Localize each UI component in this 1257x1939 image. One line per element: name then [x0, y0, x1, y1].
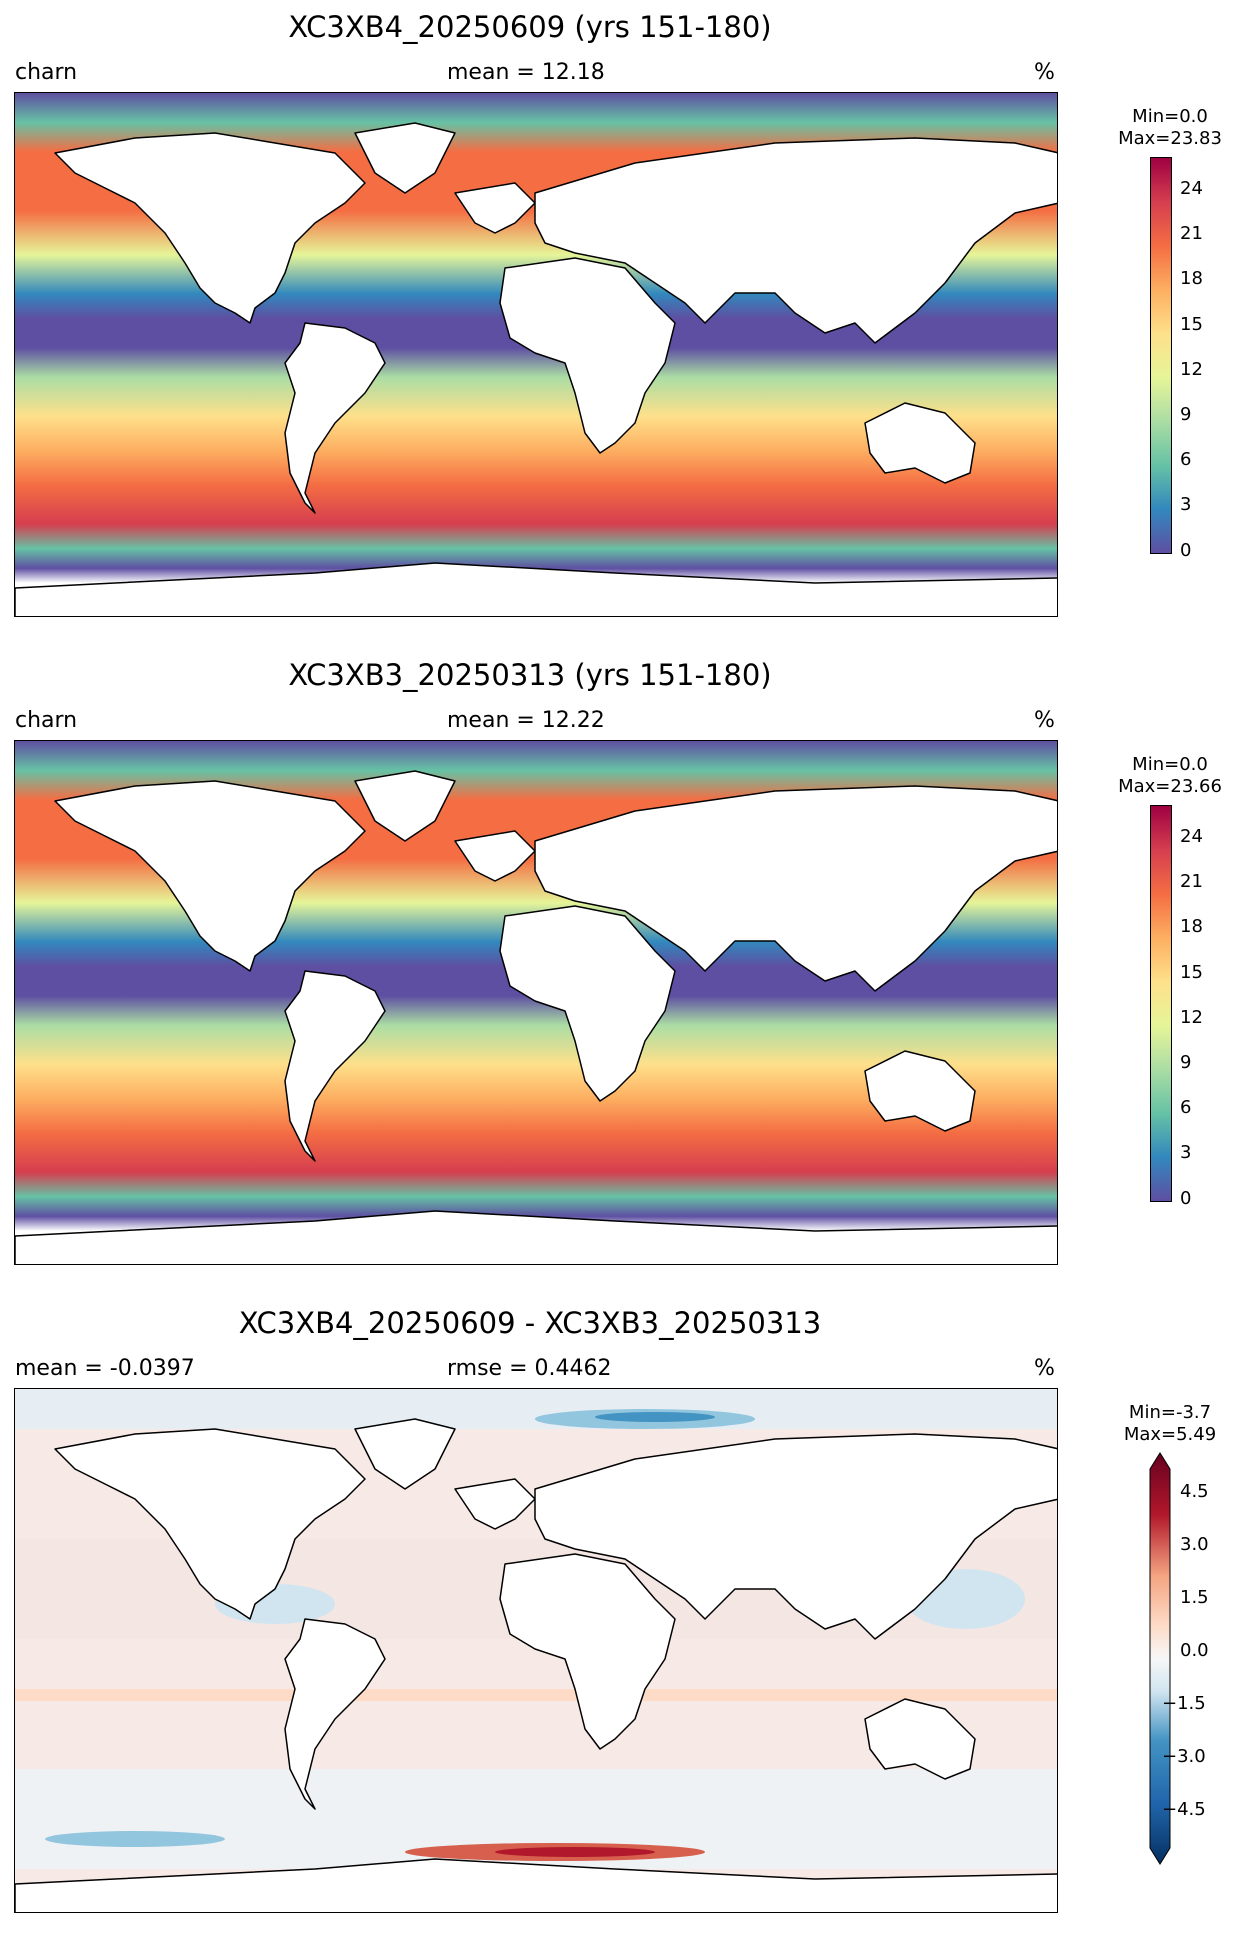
colorbar-min: Min=-3.7	[1128, 1402, 1212, 1423]
colorbar-tick: 3	[1180, 494, 1192, 515]
colorbar-tick: 1.5	[1180, 1587, 1209, 1608]
colorbar-tick: 0.0	[1180, 1640, 1209, 1661]
colorbar-tick: 18	[1180, 916, 1203, 937]
colorbar-diverging	[1149, 1452, 1171, 1865]
unit-label: %	[1034, 60, 1055, 85]
panel-title: XC3XB4_20250609 (yrs 151-180)	[288, 10, 772, 44]
colorbar-min: Min=0.0	[1132, 754, 1208, 775]
colorbar-tick: 3	[1180, 1142, 1192, 1163]
colorbar-tick: 12	[1180, 359, 1203, 380]
mean-label: mean = 12.18	[447, 60, 605, 85]
colorbar-tick: −3.0	[1162, 1746, 1206, 1767]
world-map	[14, 740, 1058, 1265]
colorbar-tick: 15	[1180, 314, 1203, 335]
colorbar-tick: 18	[1180, 268, 1203, 289]
mean-label: mean = 12.22	[447, 708, 605, 733]
panel-title: XC3XB3_20250313 (yrs 151-180)	[288, 658, 772, 692]
colorbar-tick: 0	[1180, 1188, 1192, 1209]
colorbar-tick: 12	[1180, 1007, 1203, 1028]
variable-label: charn	[15, 60, 78, 85]
panel-title: XC3XB4_20250609 - XC3XB3_20250313	[238, 1306, 822, 1340]
colorbar-tick: 24	[1180, 826, 1203, 847]
colorbar	[1150, 157, 1172, 554]
colorbar	[1150, 805, 1172, 1202]
colorbar-tick: 4.5	[1180, 1481, 1209, 1502]
colorbar-tick: −1.5	[1162, 1693, 1206, 1714]
colorbar-tick: 24	[1180, 178, 1203, 199]
colorbar-tick: 21	[1180, 871, 1203, 892]
colorbar-min: Min=0.0	[1132, 106, 1208, 127]
variable-label: charn	[15, 708, 78, 733]
colorbar-max: Max=23.66	[1118, 776, 1222, 797]
colorbar-tick: 15	[1180, 962, 1203, 983]
colorbar-max: Max=5.49	[1123, 1424, 1217, 1445]
colorbar-tick: 0	[1180, 540, 1192, 561]
colorbar-tick: 6	[1180, 1097, 1192, 1118]
colorbar-max: Max=23.83	[1118, 128, 1222, 149]
mean-label: mean = -0.0397	[15, 1356, 195, 1381]
colorbar-tick: 9	[1180, 404, 1192, 425]
colorbar-tick: 9	[1180, 1052, 1192, 1073]
world-map	[14, 1388, 1058, 1913]
unit-label: %	[1034, 708, 1055, 733]
colorbar-tick: −4.5	[1162, 1799, 1206, 1820]
world-map	[14, 92, 1058, 617]
rmse-label: rmse = 0.4462	[447, 1356, 612, 1381]
unit-label: %	[1034, 1356, 1055, 1381]
colorbar-tick: 3.0	[1180, 1534, 1209, 1555]
colorbar-tick: 21	[1180, 223, 1203, 244]
colorbar-tick: 6	[1180, 449, 1192, 470]
